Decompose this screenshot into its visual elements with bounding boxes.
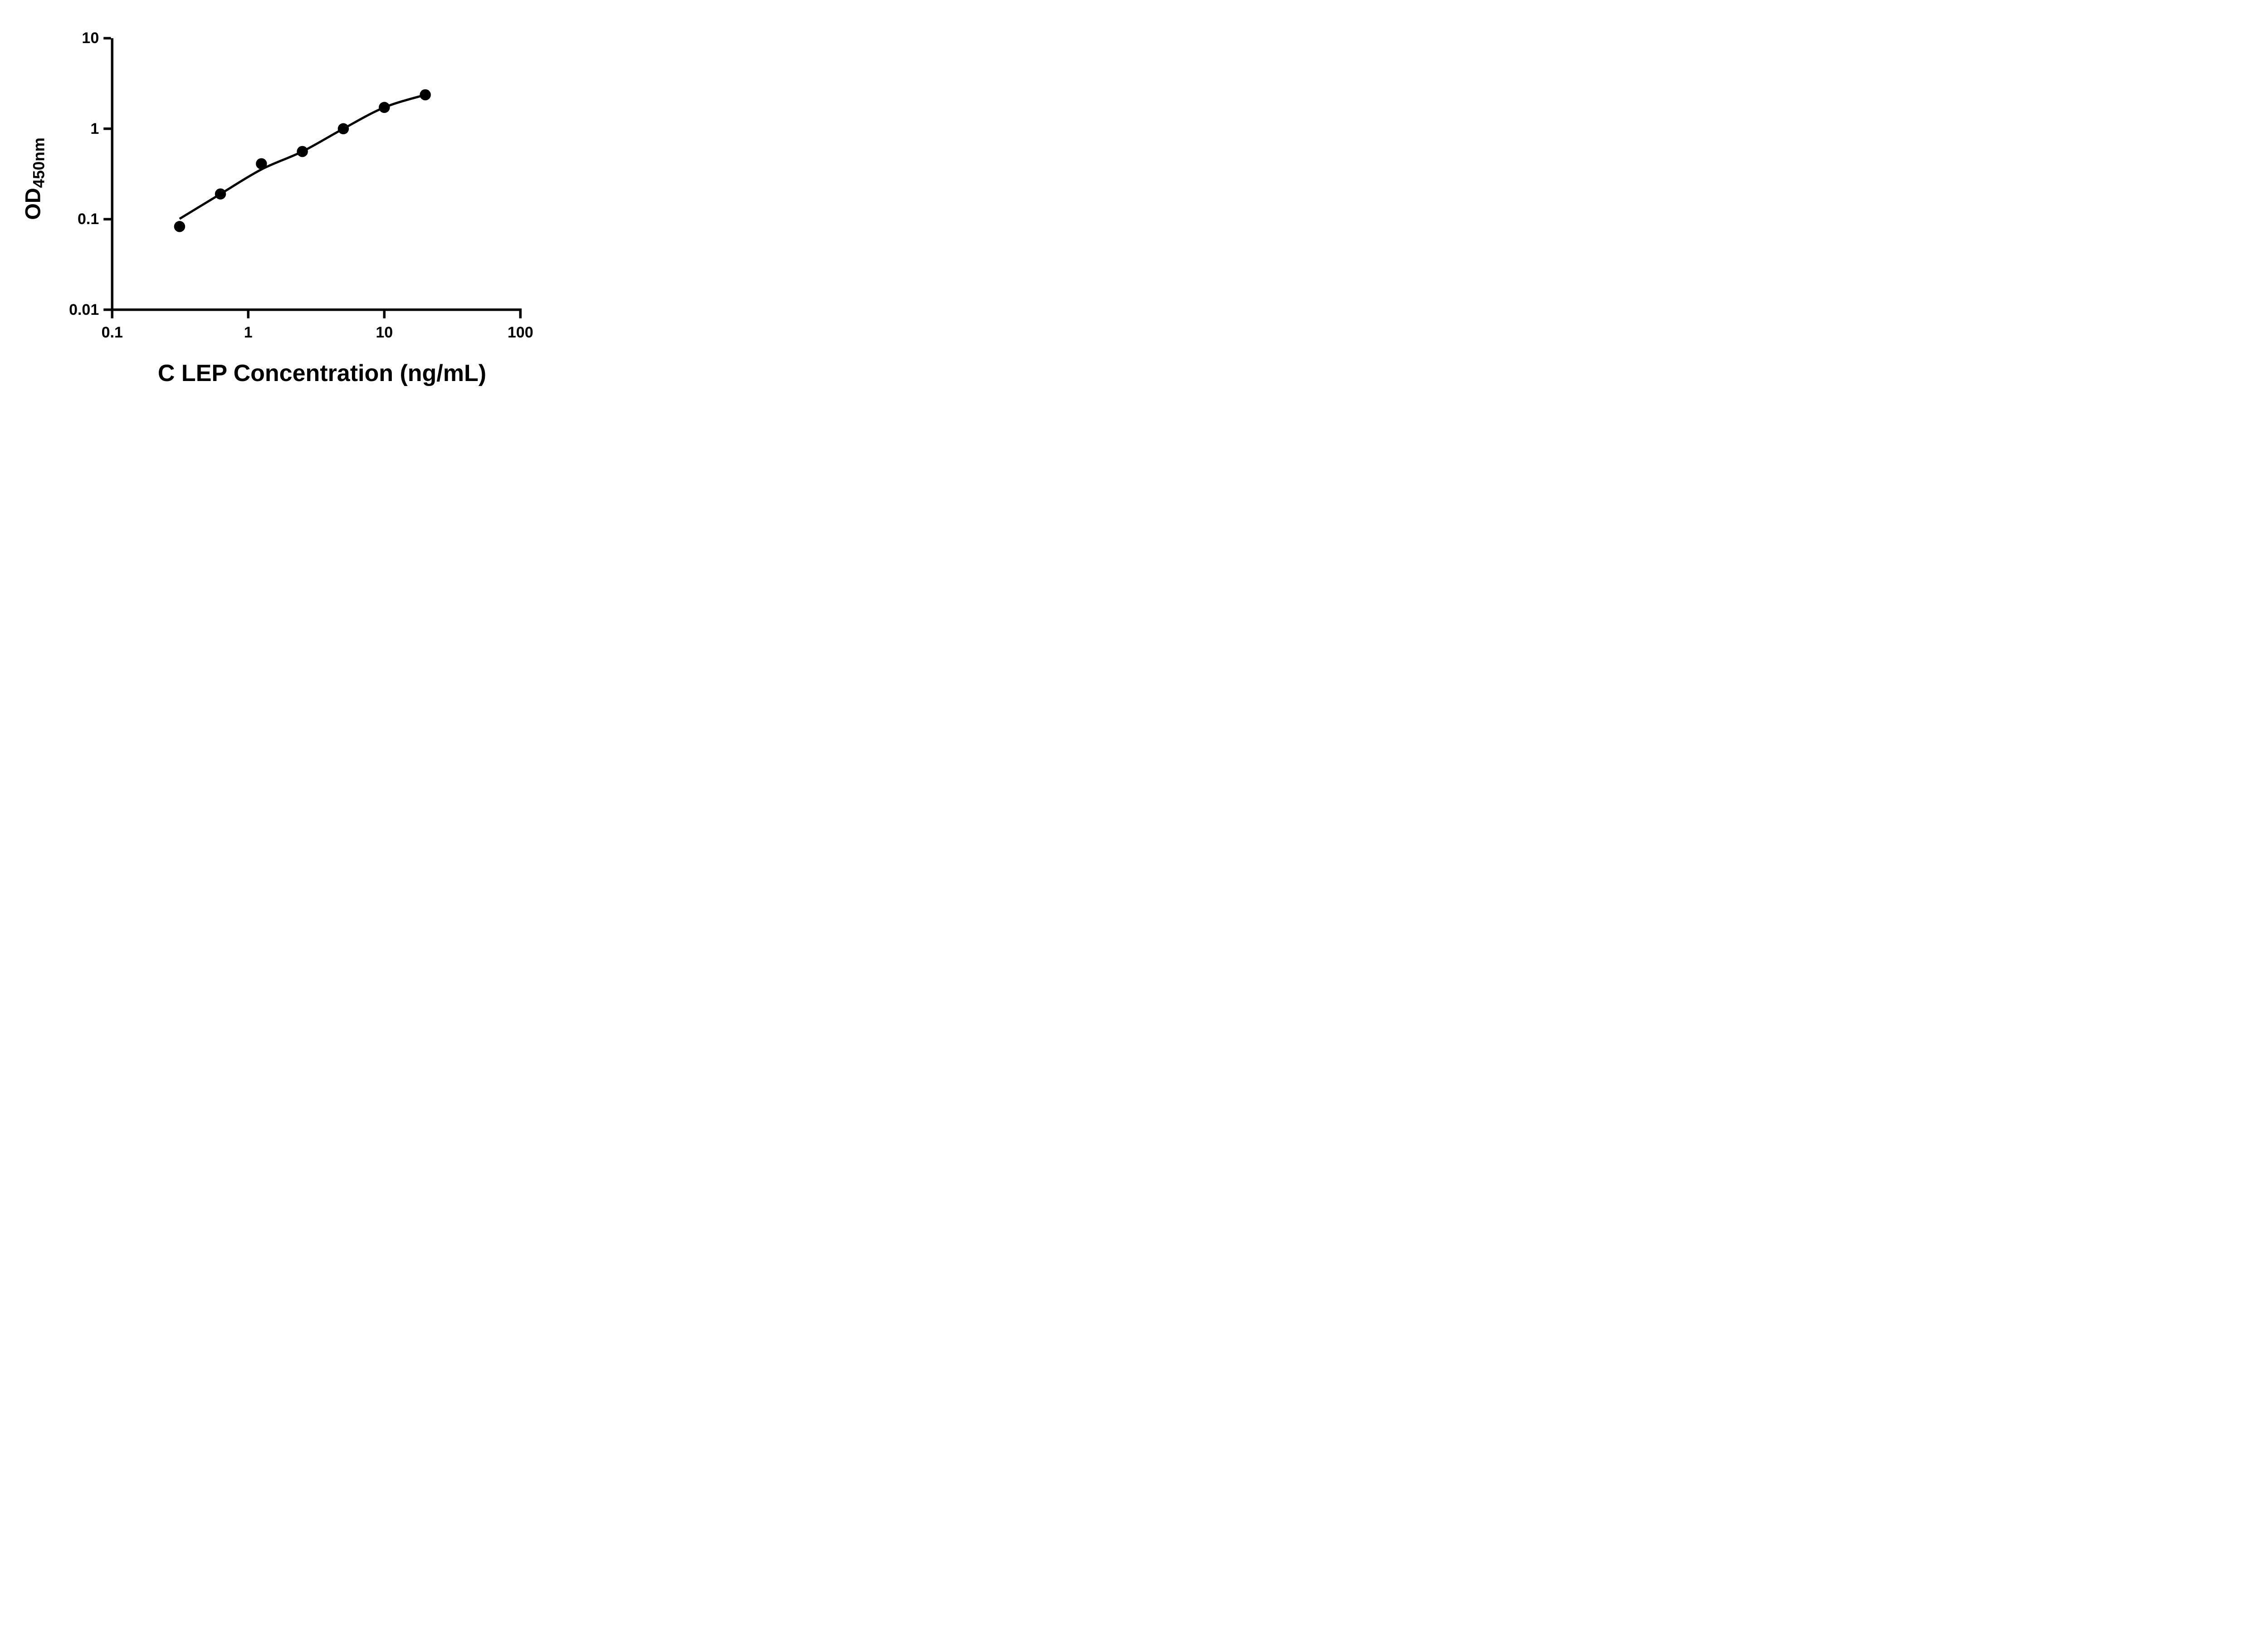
- data-point-marker: [337, 123, 349, 135]
- y-tick-label: 0.1: [77, 210, 99, 228]
- data-point-marker: [215, 188, 226, 200]
- data-point-marker: [256, 158, 267, 170]
- x-axis-title: C LEP Concentration (ng/mL): [157, 360, 487, 386]
- x-tick-label: 100: [507, 323, 533, 341]
- x-tick-label: 1: [244, 323, 253, 341]
- axis-layer: [103, 37, 522, 318]
- marker-layer: [174, 89, 431, 232]
- data-point-marker: [420, 89, 431, 101]
- y-tick-label: 10: [82, 29, 99, 47]
- data-point-marker: [297, 146, 308, 157]
- data-point-marker: [379, 102, 390, 113]
- y-axis-title-subscript: 450nm: [30, 137, 48, 188]
- x-tick-label: 10: [376, 323, 393, 341]
- x-tick-label: 0.1: [101, 323, 123, 341]
- y-axis-title: OD450nm: [20, 137, 48, 220]
- data-point-marker: [174, 221, 186, 232]
- y-axis-title-main: OD: [20, 188, 45, 220]
- y-tick-label: 0.01: [69, 301, 99, 318]
- y-tick-label: 1: [90, 120, 99, 137]
- plot-canvas: [103, 37, 522, 318]
- elisa-standard-curve-figure: 10 1 0.1 0.01 0.1 1 10 100 C LEP Concentration…: [0, 0, 583, 408]
